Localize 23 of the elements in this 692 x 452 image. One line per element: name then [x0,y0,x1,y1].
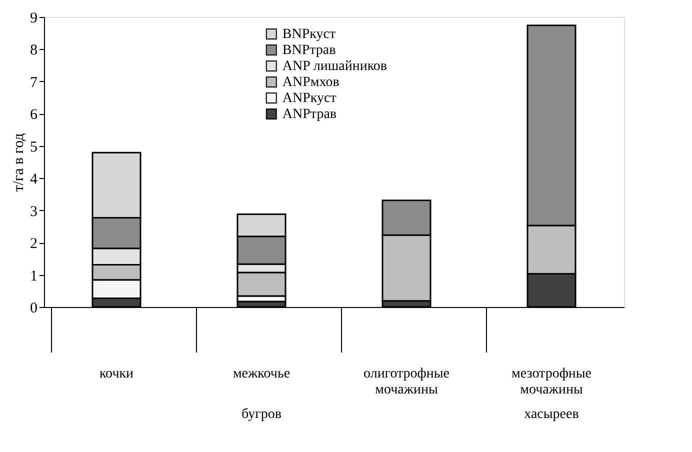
y-tick-label: 6 [30,107,38,124]
legend-label: ANPтрав [282,107,337,122]
y-tick-label: 9 [30,10,38,26]
y-tick-label: 4 [30,172,38,188]
x-tick-label: олиготрофные мочажины [364,366,450,398]
legend-label: BNPкуст [282,27,336,42]
legend-label: ANPкуст [282,91,336,106]
y-tick-label: 2 [30,236,38,252]
y-tick-label: 7 [30,74,38,91]
legend-label: BNPтрав [282,43,336,58]
y-tick-label: 3 [30,204,38,220]
y-tick-label: 0 [30,300,38,316]
legend-label: ANPмхов [282,75,340,90]
x-tick-label: мезотрофные мочажины [512,366,592,398]
y-axis-title: т/га в год [11,132,27,192]
text: хасыреев [524,407,580,422]
x-tick-label: кочки [99,366,134,382]
x-tick-label: межкочье [232,366,290,382]
y-tick-label: 5 [30,139,38,156]
text: бугров [242,407,282,422]
legend-label: ANP лишайников [282,59,388,74]
y-tick-label: 1 [30,268,38,284]
y-tick-label: 8 [30,42,38,59]
